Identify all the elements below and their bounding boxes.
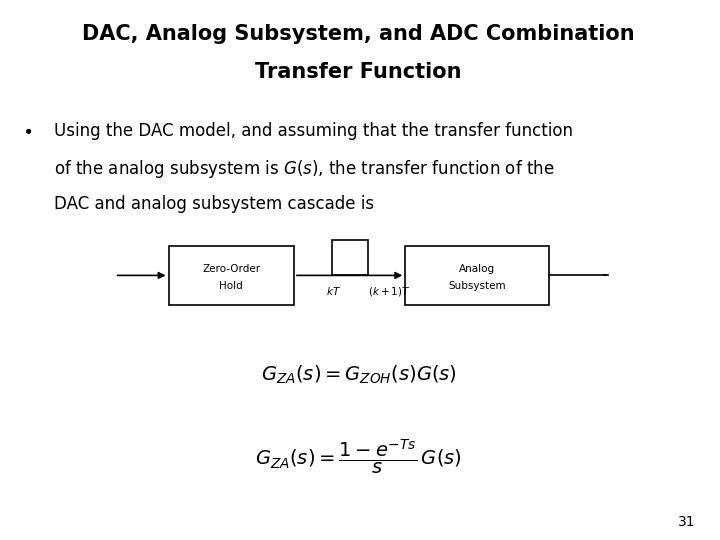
Text: Using the DAC model, and assuming that the transfer function: Using the DAC model, and assuming that t… xyxy=(54,122,573,139)
Text: Transfer Function: Transfer Function xyxy=(256,62,462,82)
Text: Analog: Analog xyxy=(459,264,495,274)
FancyBboxPatch shape xyxy=(332,240,367,275)
Text: $kT$: $kT$ xyxy=(325,285,341,297)
Text: DAC, Analog Subsystem, and ADC Combination: DAC, Analog Subsystem, and ADC Combinati… xyxy=(82,24,635,44)
Text: Zero-Order: Zero-Order xyxy=(202,264,261,274)
Text: Hold: Hold xyxy=(220,281,243,291)
Text: $\bullet$: $\bullet$ xyxy=(22,122,32,139)
Text: $(k+1)T$: $(k+1)T$ xyxy=(368,285,410,298)
Text: Subsystem: Subsystem xyxy=(448,281,505,291)
Text: DAC and analog subsystem cascade is: DAC and analog subsystem cascade is xyxy=(54,195,374,213)
Text: of the analog subsystem is $G(s)$, the transfer function of the: of the analog subsystem is $G(s)$, the t… xyxy=(54,158,554,180)
FancyBboxPatch shape xyxy=(168,246,294,305)
Text: $G_{ZA}(s) = G_{ZOH}(s)G(s)$: $G_{ZA}(s) = G_{ZOH}(s)G(s)$ xyxy=(261,364,456,387)
Text: 31: 31 xyxy=(678,515,696,529)
FancyBboxPatch shape xyxy=(405,246,549,305)
Text: $G_{ZA}(s) = \dfrac{1 - e^{-Ts}}{s}\, G(s)$: $G_{ZA}(s) = \dfrac{1 - e^{-Ts}}{s}\, G(… xyxy=(255,437,462,476)
